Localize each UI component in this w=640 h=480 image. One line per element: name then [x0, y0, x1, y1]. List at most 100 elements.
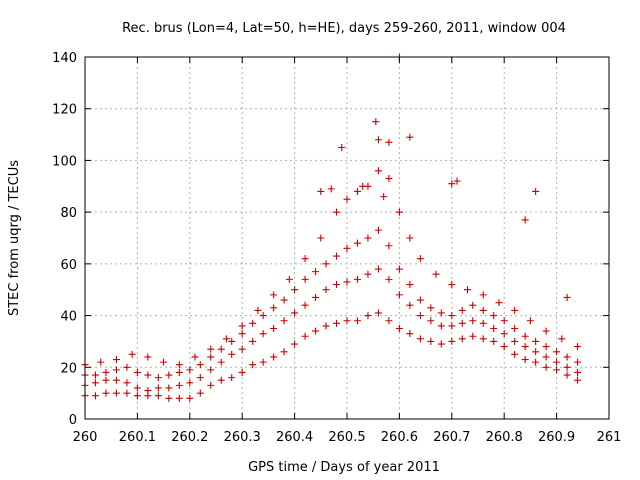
data-point	[374, 136, 382, 144]
data-point	[406, 301, 414, 309]
data-point	[500, 343, 508, 351]
data-point	[511, 350, 519, 358]
data-point	[207, 366, 215, 374]
data-point	[343, 195, 351, 203]
data-point	[91, 379, 99, 387]
data-point	[123, 389, 131, 397]
data-point	[385, 317, 393, 325]
x-tick-label: 260.7	[433, 430, 470, 445]
data-point	[374, 167, 382, 175]
data-point	[353, 239, 361, 247]
x-tick-label: 261	[597, 430, 622, 445]
data-point	[458, 335, 466, 343]
data-point	[217, 345, 225, 353]
data-point	[154, 384, 162, 392]
data-point	[291, 286, 299, 294]
data-point	[144, 353, 152, 361]
data-point	[479, 306, 487, 314]
data-point	[249, 361, 257, 369]
data-point	[553, 358, 561, 366]
data-point	[160, 358, 168, 366]
data-point	[448, 281, 456, 289]
data-point	[416, 296, 424, 304]
data-point	[353, 317, 361, 325]
data-point	[322, 322, 330, 330]
series-low-band-arc	[81, 309, 582, 402]
data-point	[511, 337, 519, 345]
data-point	[458, 319, 466, 327]
data-point	[322, 260, 330, 268]
data-point	[490, 337, 498, 345]
data-point	[359, 182, 367, 190]
data-point	[254, 306, 262, 314]
x-tick-label: 260.4	[276, 430, 313, 445]
data-point	[469, 332, 477, 340]
data-point	[395, 291, 403, 299]
x-tick-label: 260.3	[224, 430, 261, 445]
data-point	[196, 374, 204, 382]
x-tick-label: 260.1	[119, 430, 156, 445]
data-point	[385, 138, 393, 146]
data-point	[364, 312, 372, 320]
data-point	[495, 299, 503, 307]
x-tick-label: 260.2	[171, 430, 208, 445]
data-point	[270, 291, 278, 299]
data-point	[553, 348, 561, 356]
data-point	[532, 358, 540, 366]
data-point	[372, 118, 380, 126]
data-point	[521, 343, 529, 351]
data-point	[469, 301, 477, 309]
data-point	[165, 394, 173, 402]
data-point	[333, 252, 341, 260]
data-point	[207, 381, 215, 389]
data-point	[322, 286, 330, 294]
data-point	[175, 368, 183, 376]
data-point	[479, 335, 487, 343]
data-point	[317, 234, 325, 242]
data-point	[563, 363, 571, 371]
data-point	[364, 270, 372, 278]
data-point	[280, 317, 288, 325]
data-point	[432, 270, 440, 278]
data-point	[374, 226, 382, 234]
data-point	[448, 312, 456, 320]
data-point	[490, 325, 498, 332]
data-point	[490, 312, 498, 320]
data-point	[333, 319, 341, 327]
data-point	[249, 319, 257, 327]
data-point	[123, 379, 131, 387]
data-point	[558, 335, 566, 343]
data-point	[448, 322, 456, 330]
axis-ticks	[84, 56, 610, 420]
data-point	[532, 187, 540, 195]
data-point	[406, 133, 414, 141]
data-point	[542, 353, 550, 361]
data-point	[165, 384, 173, 392]
data-point	[144, 387, 152, 395]
x-tick-label: 260.8	[486, 430, 523, 445]
data-point	[521, 216, 529, 224]
data-point	[563, 353, 571, 361]
data-point	[186, 379, 194, 387]
data-point	[563, 371, 571, 379]
data-point	[207, 353, 215, 361]
data-point	[364, 234, 372, 242]
data-point	[563, 293, 571, 301]
data-point	[574, 368, 582, 376]
data-point	[479, 319, 487, 327]
data-point	[317, 187, 325, 195]
data-point	[112, 389, 120, 397]
y-tick-label: 140	[52, 51, 77, 66]
data-point	[191, 353, 199, 361]
data-point	[301, 255, 309, 263]
data-point	[406, 281, 414, 289]
data-point	[343, 278, 351, 286]
data-point	[175, 361, 183, 369]
data-point	[259, 330, 267, 338]
data-point	[291, 340, 299, 348]
x-axis-label: GPS time / Days of year 2011	[248, 460, 440, 475]
data-point	[91, 371, 99, 379]
data-point	[574, 376, 582, 384]
data-point	[228, 350, 236, 358]
